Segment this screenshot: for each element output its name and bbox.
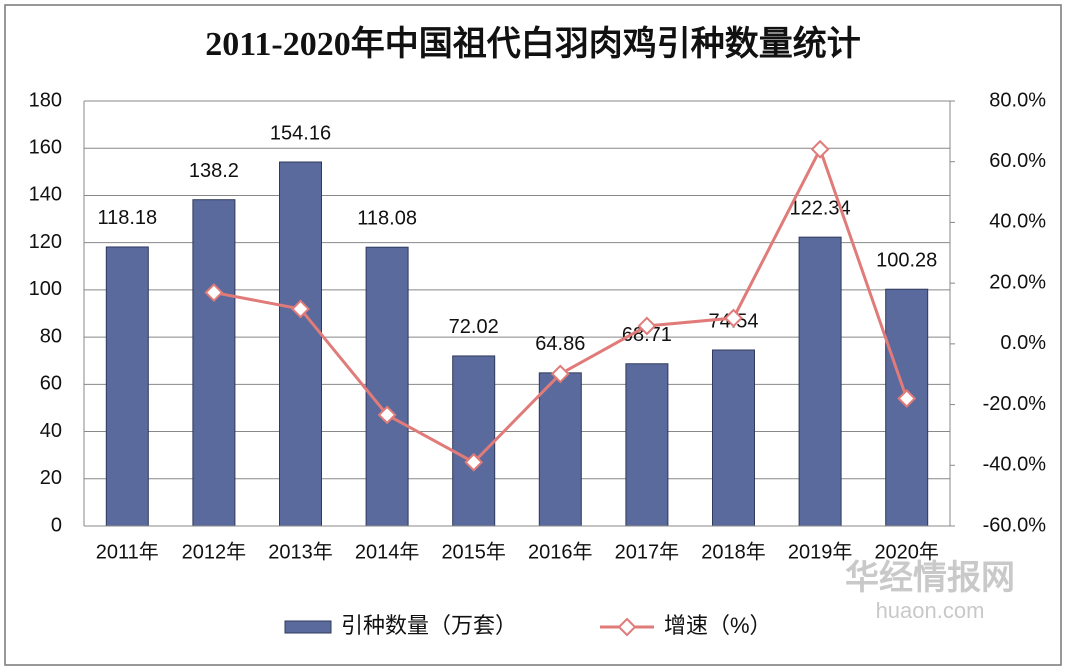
- bar: [625, 363, 669, 527]
- y2-tick-label: 40.0%: [989, 211, 1046, 233]
- y2-tick-label: 0.0%: [1000, 332, 1046, 354]
- y-tick-label: 80: [40, 325, 62, 347]
- growth-marker: [724, 308, 743, 328]
- bar: [365, 246, 409, 527]
- chart-title: 2011-2020年中国祖代白羽肉鸡引种数量统计: [205, 25, 860, 63]
- bar: [192, 199, 236, 527]
- growth-marker: [204, 283, 224, 302]
- bar: [798, 236, 842, 527]
- y-tick-label: 40: [40, 420, 62, 442]
- bar-value-label: 118.18: [97, 207, 157, 229]
- y2-tick-label: 60.0%: [989, 150, 1046, 172]
- bar-value-label: 72.02: [449, 316, 499, 338]
- watermark-name: 华经情报网: [845, 559, 1015, 597]
- bar-value-label: 138.2: [189, 160, 239, 182]
- bar: [279, 161, 322, 527]
- bar: [105, 246, 149, 527]
- x-tick-label: 2012年: [182, 540, 247, 563]
- y-tick-label: 0: [51, 514, 62, 536]
- bar-value-label: 64.86: [535, 333, 585, 355]
- y2-tick-label: -20.0%: [983, 393, 1047, 415]
- legend-label: 引种数量（万套）: [341, 613, 517, 638]
- bar: [452, 355, 496, 527]
- growth-marker: [291, 299, 310, 319]
- x-tick-label: 2018年: [701, 540, 766, 563]
- x-tick-label: 2015年: [441, 540, 506, 563]
- y-tick-label: 160: [29, 137, 62, 159]
- growth-marker: [637, 316, 657, 336]
- y2-tick-label: -40.0%: [983, 454, 1047, 476]
- legend-marker: [617, 617, 637, 637]
- x-tick-label: 2013年: [268, 540, 333, 563]
- x-tick-label: 2014年: [355, 540, 420, 563]
- bar-value-label: 118.08: [357, 207, 417, 229]
- x-tick-label: 2020年: [874, 540, 939, 563]
- growth-marker: [810, 139, 830, 159]
- y2-tick-label: 20.0%: [989, 271, 1046, 293]
- x-tick-label: 2017年: [615, 540, 680, 563]
- watermark-url: huaon.com: [876, 598, 985, 623]
- growth-marker: [550, 364, 570, 384]
- x-tick-label: 2016年: [528, 540, 593, 563]
- bar-value-label: 100.28: [876, 250, 937, 272]
- bar-value-label: 122.34: [790, 197, 851, 219]
- y-tick-label: 180: [29, 89, 62, 111]
- growth-marker: [464, 452, 484, 472]
- x-tick-label: 2019年: [788, 540, 853, 563]
- legend-swatch: [284, 620, 332, 634]
- y-tick-label: 120: [29, 231, 62, 253]
- y-tick-label: 20: [40, 467, 62, 489]
- y2-tick-label: 80.0%: [989, 89, 1046, 111]
- y2-tick-label: -60.0%: [983, 514, 1047, 536]
- y-tick-label: 60: [40, 373, 62, 395]
- bar: [538, 372, 582, 527]
- growth-marker: [377, 405, 397, 425]
- growth-marker: [897, 389, 917, 408]
- legend-label: 增速（%）: [664, 613, 772, 638]
- x-tick-label: 2011年: [96, 540, 159, 563]
- bar-value-label: 154.16: [270, 122, 331, 144]
- y-tick-label: 140: [29, 184, 62, 206]
- y-tick-label: 100: [29, 278, 62, 300]
- bar: [712, 349, 755, 527]
